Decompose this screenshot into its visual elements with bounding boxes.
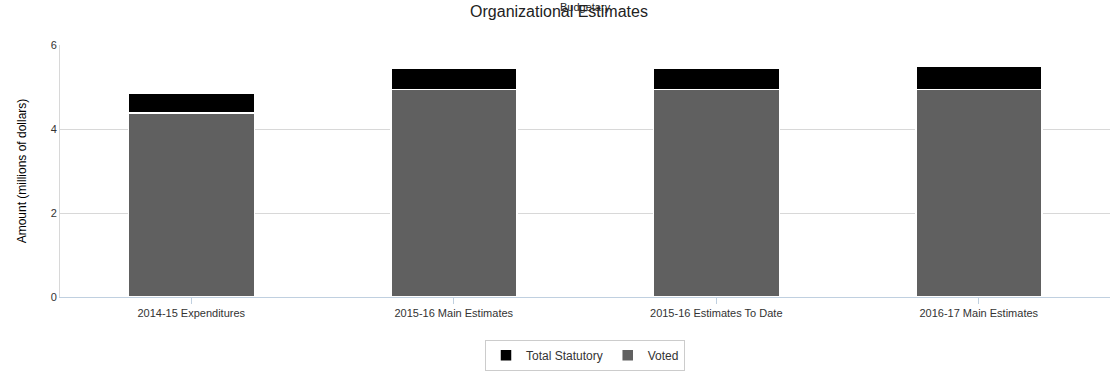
svg-text:2: 2 [51,207,57,219]
svg-text:0: 0 [51,291,57,303]
svg-text:2014-15 Expenditures: 2014-15 Expenditures [137,307,245,319]
svg-text:6: 6 [51,39,57,51]
svg-text:2015-16 Estimates To Date: 2015-16 Estimates To Date [650,307,782,319]
svg-text:Amount (millions of dollars): Amount (millions of dollars) [15,99,29,244]
svg-text:Voted: Voted [648,349,679,363]
svg-text:4: 4 [51,123,57,135]
svg-text:Budgetary: Budgetary [560,1,611,13]
svg-text:Organizational Estimates: Organizational Estimates [470,3,648,20]
svg-text:2015-16 Main Estimates: 2015-16 Main Estimates [394,307,513,319]
svg-text:2016-17 Main Estimates: 2016-17 Main Estimates [919,307,1038,319]
svg-text:Total Statutory: Total Statutory [526,349,603,363]
